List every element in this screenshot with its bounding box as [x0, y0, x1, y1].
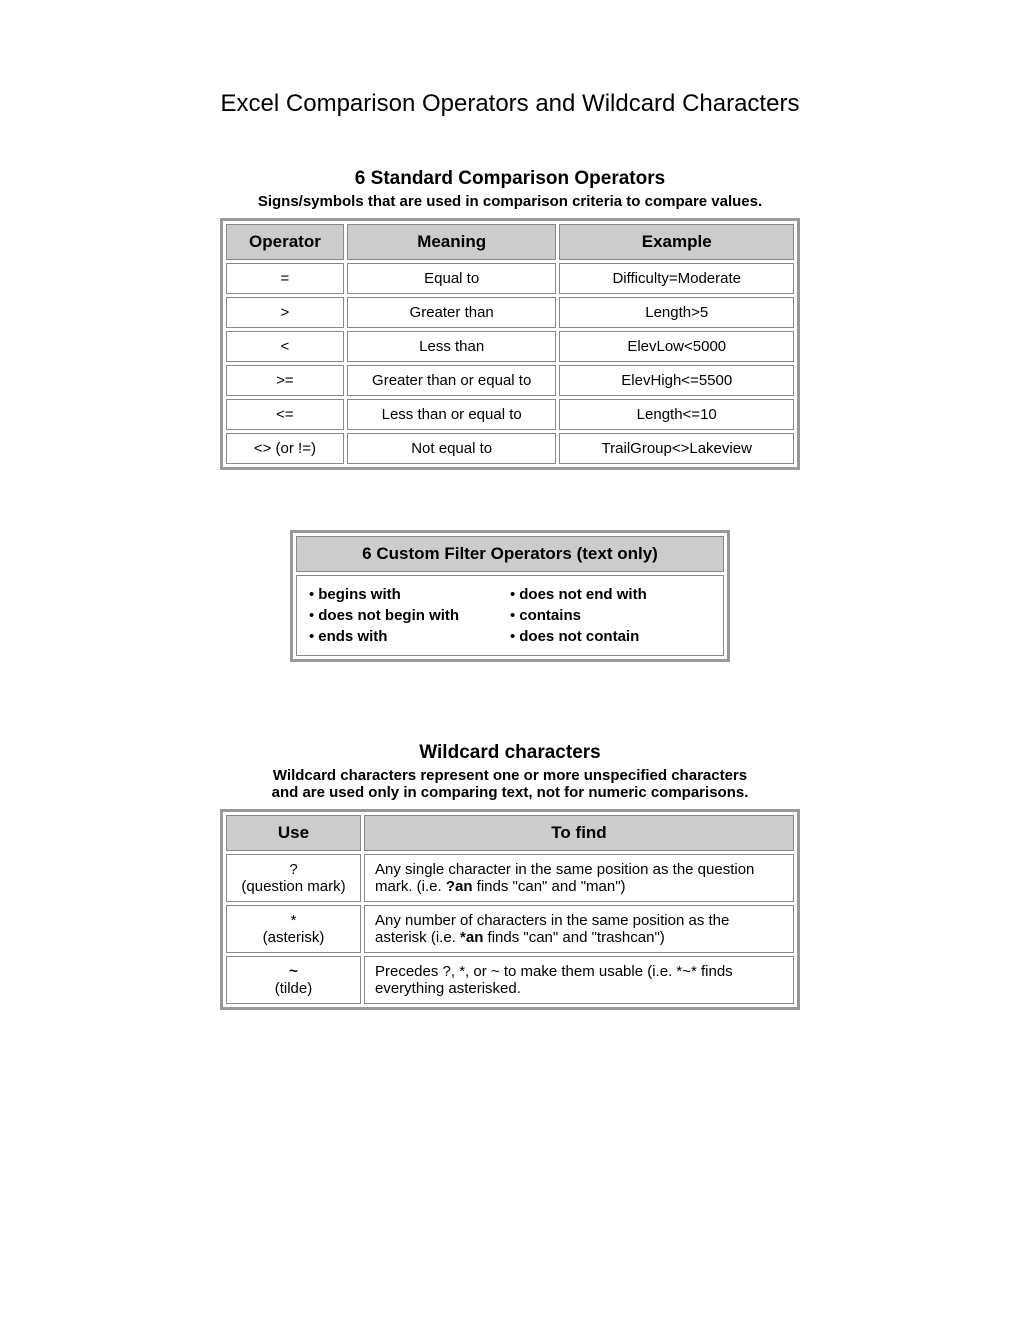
- example-cell: ElevLow<5000: [559, 331, 794, 362]
- operator-cell: >=: [226, 365, 344, 396]
- find-cell: Precedes ?, *, or ~ to make them usable …: [364, 956, 794, 1004]
- wildcard-section-subtitle: Wildcard characters represent one or mor…: [100, 767, 920, 801]
- custom-filter-body: •begins with •does not begin with •ends …: [296, 575, 724, 656]
- example-cell: ElevHigh<=5500: [559, 365, 794, 396]
- example-cell: Length>5: [559, 297, 794, 328]
- find-cell: Any single character in the same positio…: [364, 854, 794, 902]
- operator-cell: >: [226, 297, 344, 328]
- table-row: <= Less than or equal to Length<=10: [226, 399, 794, 430]
- wildcard-section: Wildcard characters Wildcard characters …: [100, 742, 920, 1010]
- table-row: >= Greater than or equal to ElevHigh<=55…: [226, 365, 794, 396]
- table-row: ~ (tilde) Precedes ?, *, or ~ to make th…: [226, 956, 794, 1004]
- example-cell: TrailGroup<>Lakeview: [559, 433, 794, 464]
- operator-cell: =: [226, 263, 344, 294]
- meaning-cell: Equal to: [347, 263, 557, 294]
- table-row: < Less than ElevLow<5000: [226, 331, 794, 362]
- meaning-cell: Less than: [347, 331, 557, 362]
- operators-table: Operator Meaning Example = Equal to Diff…: [220, 218, 800, 470]
- operators-header-example: Example: [559, 224, 794, 260]
- wildcards-table: Use To find ? (question mark) Any single…: [220, 809, 800, 1010]
- custom-filter-box: 6 Custom Filter Operators (text only) •b…: [290, 530, 730, 662]
- wildcard-section-title: Wildcard characters: [100, 742, 920, 764]
- operators-section: 6 Standard Comparison Operators Signs/sy…: [100, 168, 920, 470]
- table-row: = Equal to Difficulty=Moderate: [226, 263, 794, 294]
- meaning-cell: Not equal to: [347, 433, 557, 464]
- operators-header-operator: Operator: [226, 224, 344, 260]
- use-cell: * (asterisk): [226, 905, 361, 953]
- custom-filter-title: 6 Custom Filter Operators (text only): [296, 536, 724, 572]
- list-item: •does not contain: [510, 626, 711, 647]
- use-cell: ? (question mark): [226, 854, 361, 902]
- list-item: •does not end with: [510, 584, 711, 605]
- meaning-cell: Less than or equal to: [347, 399, 557, 430]
- operators-header-meaning: Meaning: [347, 224, 557, 260]
- page-title: Excel Comparison Operators and Wildcard …: [100, 90, 920, 118]
- operator-cell: <=: [226, 399, 344, 430]
- operators-section-subtitle: Signs/symbols that are used in compariso…: [100, 193, 920, 210]
- list-item: •does not begin with: [309, 605, 510, 626]
- wildcards-header-use: Use: [226, 815, 361, 851]
- table-row: ? (question mark) Any single character i…: [226, 854, 794, 902]
- meaning-cell: Greater than: [347, 297, 557, 328]
- table-row: > Greater than Length>5: [226, 297, 794, 328]
- list-item: •ends with: [309, 626, 510, 647]
- find-cell: Any number of characters in the same pos…: [364, 905, 794, 953]
- wildcards-header-tofind: To find: [364, 815, 794, 851]
- custom-filter-col-2: •does not end with •contains •does not c…: [510, 584, 711, 647]
- operator-cell: <> (or !=): [226, 433, 344, 464]
- custom-filter-col-1: •begins with •does not begin with •ends …: [309, 584, 510, 647]
- operators-section-title: 6 Standard Comparison Operators: [100, 168, 920, 190]
- list-item: •contains: [510, 605, 711, 626]
- example-cell: Length<=10: [559, 399, 794, 430]
- use-cell: ~ (tilde): [226, 956, 361, 1004]
- example-cell: Difficulty=Moderate: [559, 263, 794, 294]
- table-row: <> (or !=) Not equal to TrailGroup<>Lake…: [226, 433, 794, 464]
- meaning-cell: Greater than or equal to: [347, 365, 557, 396]
- list-item: •begins with: [309, 584, 510, 605]
- table-row: * (asterisk) Any number of characters in…: [226, 905, 794, 953]
- operator-cell: <: [226, 331, 344, 362]
